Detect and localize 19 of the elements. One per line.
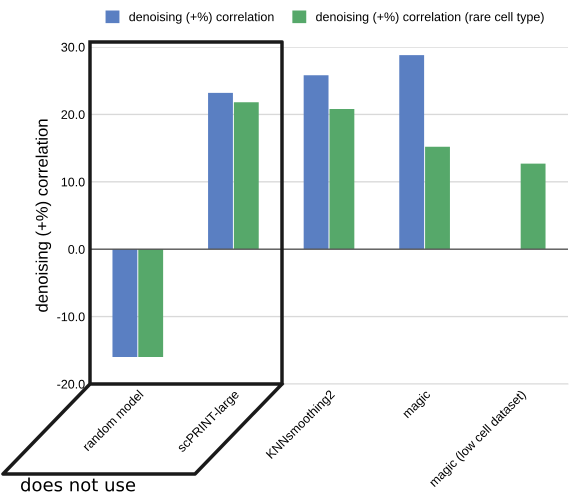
bar xyxy=(329,109,354,250)
bar xyxy=(234,102,259,250)
bar xyxy=(304,75,329,250)
legend-label: denoising (+%) correlation xyxy=(129,12,274,24)
y-tick-label: -20.0 xyxy=(57,380,85,389)
y-axis-title: denoising (+%) correlation xyxy=(36,120,52,312)
text: does not use xyxy=(20,478,136,492)
y-tick-label: 30.0 xyxy=(61,42,85,52)
legend-label: denoising (+%) correlation (rare cell type) xyxy=(316,12,544,24)
bar xyxy=(112,249,138,358)
bar xyxy=(208,92,233,250)
bar xyxy=(138,249,164,358)
y-tick-label: 0.0 xyxy=(68,245,85,254)
y-tick-label: 10.0 xyxy=(62,178,85,186)
y-tick-label: 20.0 xyxy=(61,110,85,120)
bar xyxy=(520,164,546,250)
bar xyxy=(399,55,424,250)
y-tick-label: -10.0 xyxy=(57,312,85,322)
bar xyxy=(425,146,450,250)
